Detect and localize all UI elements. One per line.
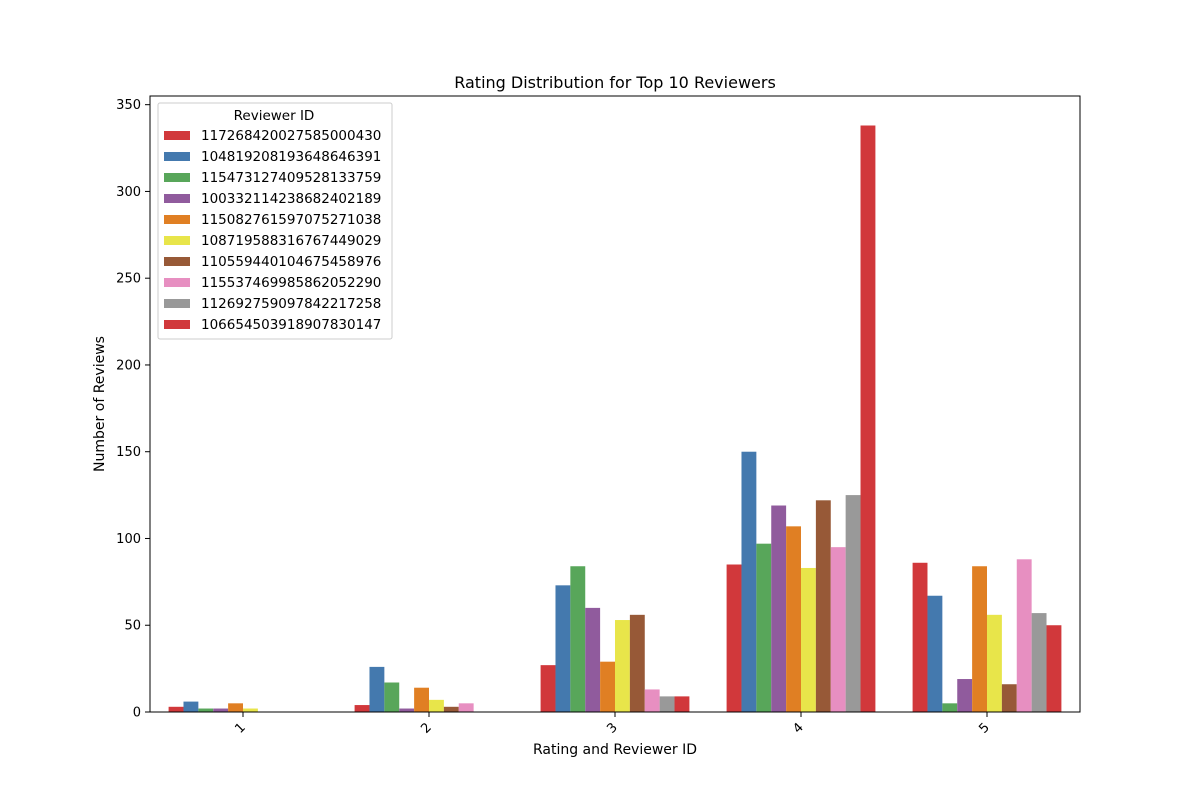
chart-title: Rating Distribution for Top 10 Reviewers bbox=[454, 73, 776, 92]
legend-swatch bbox=[164, 278, 190, 287]
bar bbox=[354, 705, 370, 712]
bar bbox=[726, 564, 742, 712]
bar bbox=[830, 547, 846, 712]
bar bbox=[615, 620, 630, 712]
bar bbox=[860, 125, 876, 712]
bar bbox=[540, 665, 556, 712]
legend-label: 115537469985862052290 bbox=[201, 275, 381, 291]
legend-swatch bbox=[164, 299, 190, 308]
x-tick-label: 5 bbox=[976, 720, 992, 736]
x-tick-label: 3 bbox=[604, 720, 620, 736]
bar bbox=[972, 566, 987, 712]
bar bbox=[1001, 684, 1017, 712]
bar bbox=[845, 495, 861, 712]
bar bbox=[801, 567, 816, 712]
bar bbox=[644, 689, 660, 712]
legend-label: 115082761597075271038 bbox=[201, 212, 381, 228]
x-tick-label: 1 bbox=[232, 720, 248, 736]
legend-label: 110559440104675458976 bbox=[201, 254, 381, 270]
bar bbox=[213, 708, 229, 712]
bar bbox=[815, 500, 831, 712]
y-tick-label: 200 bbox=[116, 358, 141, 373]
bar bbox=[570, 566, 586, 712]
bar bbox=[1031, 613, 1047, 712]
legend-label: 108719588316767449029 bbox=[201, 233, 381, 249]
bar bbox=[384, 682, 400, 712]
legend-label: 112692759097842217258 bbox=[201, 296, 381, 312]
legend-label: 104819208193648646391 bbox=[201, 149, 381, 165]
legend-swatch bbox=[164, 320, 190, 329]
bar bbox=[243, 708, 258, 712]
bars-layer bbox=[168, 125, 1062, 712]
legend-box bbox=[157, 102, 393, 340]
bar bbox=[927, 595, 943, 712]
legend-label: 117268420027585000430 bbox=[201, 128, 381, 144]
bar bbox=[957, 679, 973, 712]
legend-swatch bbox=[164, 173, 190, 182]
bar bbox=[414, 687, 429, 712]
bar bbox=[399, 708, 415, 712]
bar bbox=[183, 701, 199, 712]
legend-swatch bbox=[164, 257, 190, 266]
legend-swatch bbox=[164, 215, 190, 224]
legend-swatch bbox=[164, 194, 190, 203]
bar bbox=[942, 703, 958, 712]
legend-label: 115473127409528133759 bbox=[201, 170, 381, 186]
y-axis-label: Number of Reviews bbox=[92, 336, 108, 472]
bar bbox=[168, 706, 184, 712]
bar bbox=[674, 696, 690, 712]
y-tick-label: 300 bbox=[116, 185, 141, 200]
bar bbox=[429, 699, 444, 712]
legend-swatch bbox=[164, 152, 190, 161]
y-tick-label: 100 bbox=[116, 532, 141, 547]
bar bbox=[1016, 559, 1032, 712]
y-tick-label: 50 bbox=[124, 619, 141, 634]
bar bbox=[629, 614, 645, 712]
bar bbox=[458, 703, 474, 712]
legend: Reviewer ID 117268420027585000430 10481920… bbox=[157, 102, 393, 340]
bar bbox=[1046, 625, 1062, 712]
legend-title: Reviewer ID bbox=[234, 108, 315, 124]
x-axis-label: Rating and Reviewer ID bbox=[533, 742, 697, 758]
bar bbox=[786, 526, 801, 712]
bar bbox=[600, 661, 615, 712]
y-tick-label: 150 bbox=[116, 445, 141, 460]
x-tick-label: 2 bbox=[418, 720, 434, 736]
y-tick-label: 0 bbox=[133, 706, 141, 721]
bar bbox=[659, 696, 675, 712]
x-tick-label: 4 bbox=[790, 720, 806, 736]
bar bbox=[198, 708, 214, 712]
bar bbox=[987, 614, 1002, 712]
y-tick-label: 350 bbox=[116, 98, 141, 113]
bar bbox=[585, 607, 601, 712]
bar bbox=[369, 666, 385, 712]
legend-label: 100332114238682402189 bbox=[201, 191, 381, 207]
legend-swatch bbox=[164, 236, 190, 245]
legend-swatch bbox=[164, 131, 190, 140]
bar bbox=[771, 505, 787, 712]
bar bbox=[443, 706, 459, 712]
bar bbox=[756, 543, 772, 712]
y-tick-label: 250 bbox=[116, 272, 141, 287]
legend-label: 106654503918907830147 bbox=[201, 317, 381, 333]
bar bbox=[741, 451, 757, 712]
bar bbox=[228, 703, 243, 712]
bar bbox=[912, 562, 928, 712]
bar bbox=[555, 585, 571, 712]
